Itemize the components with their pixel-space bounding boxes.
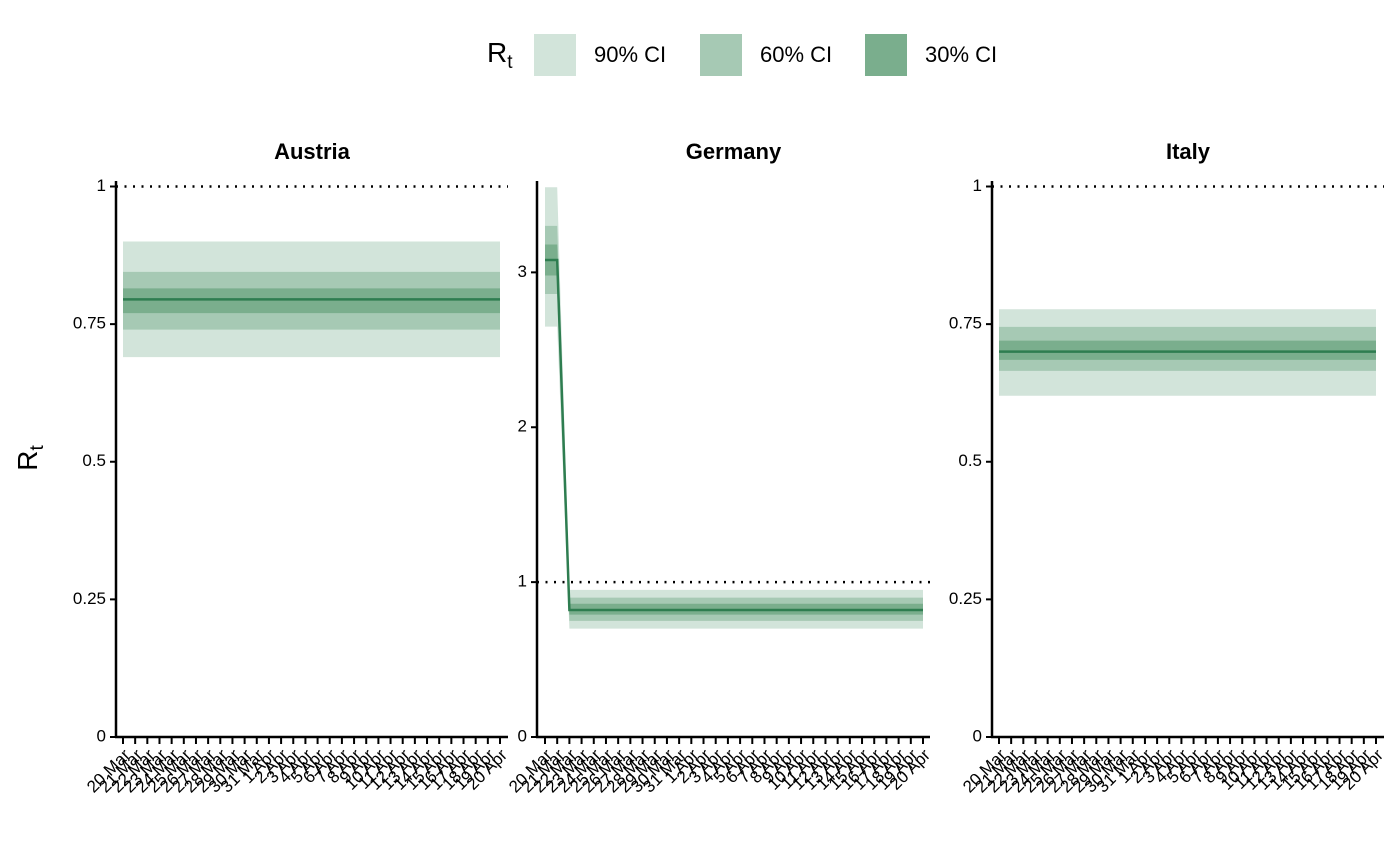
y-tick-label: 3 <box>518 262 527 281</box>
y-tick-label: 0.25 <box>73 589 106 608</box>
legend-key <box>534 34 576 76</box>
y-tick-label: 0 <box>97 726 106 745</box>
ci-band <box>123 288 500 314</box>
facet-title: Austria <box>274 139 351 164</box>
median-line <box>545 258 923 612</box>
y-label-sub: t <box>27 445 48 451</box>
legend-title-sub: t <box>507 52 513 73</box>
y-tick-label: 0 <box>973 726 982 745</box>
legend-label: 90% CI <box>594 42 666 67</box>
y-tick-label: 1 <box>973 176 982 195</box>
legend-key <box>700 34 742 76</box>
y-tick-label: 2 <box>518 417 527 436</box>
y-label-main: R <box>12 451 43 471</box>
y-tick-label: 1 <box>518 572 527 591</box>
facet-title: Italy <box>1166 139 1211 164</box>
y-tick-label: 0.75 <box>949 314 982 333</box>
legend-label: 60% CI <box>760 42 832 67</box>
y-tick-label: 0 <box>518 726 527 745</box>
ci-band <box>545 244 923 615</box>
ci-band <box>545 187 923 629</box>
y-axis-label: Rt <box>12 445 48 471</box>
legend-title-main: R <box>487 37 507 68</box>
ci-band <box>999 340 1376 360</box>
legend-title: Rt <box>487 37 513 73</box>
ci-band <box>545 225 923 621</box>
legend-key <box>865 34 907 76</box>
y-tick-label: 0.25 <box>949 589 982 608</box>
y-tick-label: 0.75 <box>73 314 106 333</box>
y-tick-label: 1 <box>97 176 106 195</box>
legend: Rt 90% CI 60% CI 30% CI <box>487 34 997 76</box>
y-tick-label: 0.5 <box>958 451 982 470</box>
y-tick-label: 0.5 <box>82 451 106 470</box>
facet-title: Germany <box>686 139 782 164</box>
legend-label: 30% CI <box>925 42 997 67</box>
